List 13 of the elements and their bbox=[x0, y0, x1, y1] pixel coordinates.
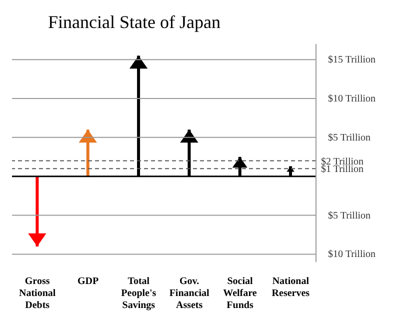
y-tick-label: $15 Trillion bbox=[328, 54, 376, 66]
y-tick-label: $10 Trillion bbox=[328, 249, 376, 260]
y-tick-label: $5 Trillion bbox=[328, 210, 371, 222]
x-tick-label: Gov. Financial Assets bbox=[169, 276, 210, 311]
y-tick-label: $5 Trillion bbox=[328, 132, 371, 144]
y-tick-label: $10 Trillion bbox=[328, 94, 376, 104]
x-tick-label: National Reserves bbox=[272, 276, 310, 299]
x-tick-label: GDP bbox=[77, 276, 99, 287]
x-tick-label: Gross National Debts bbox=[18, 276, 56, 311]
chart-title: Financial State of Japan bbox=[47, 11, 222, 34]
x-tick-label: Social Welfare Funds bbox=[223, 276, 258, 311]
x-tick-label: Total People's Savings bbox=[121, 276, 156, 311]
ref-line-label: $1 Trillion bbox=[321, 164, 364, 176]
